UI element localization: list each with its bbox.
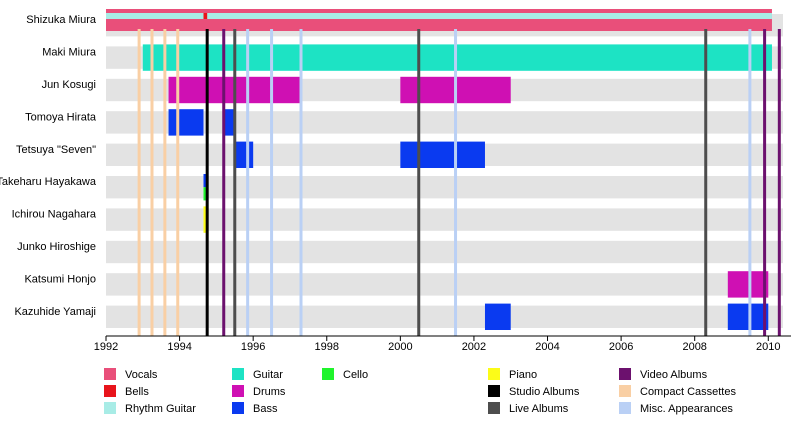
bar-shizuka-miura-rhythm-guitar-1 [106, 13, 772, 19]
legend-label-rhythm-guitar: Rhythm Guitar [125, 403, 196, 415]
legend-swatch-drums [232, 385, 244, 397]
bar-tomoya-hirata-bass-0 [168, 109, 204, 136]
x-tick-label-2002: 2002 [462, 341, 486, 353]
legend-swatch-piano [488, 368, 500, 380]
legend-label-piano: Piano [509, 369, 537, 381]
member-labels: Shizuka Miura Maki Miura Jun Kosugi Tomoya … [0, 14, 97, 318]
legend-label-vocals: Vocals [125, 369, 158, 381]
member-label-shizuka-miura: Shizuka Miura [26, 14, 97, 26]
legend-label-video-albums: Video Albums [640, 369, 708, 381]
legend-swatch-compact-cassettes [619, 385, 631, 397]
x-tick-label-2006: 2006 [609, 341, 633, 353]
row-stripe-junko-hiroshige [106, 240, 783, 264]
member-label-ichirou-nagahara: Ichirou Nagahara [12, 209, 97, 221]
legend-label-studio-albums: Studio Albums [509, 386, 580, 398]
legend-swatch-cello [322, 368, 334, 380]
legend-swatch-misc-appearances [619, 402, 631, 414]
member-label-maki-miura: Maki Miura [42, 47, 97, 59]
legend-swatch-live-albums [488, 402, 500, 414]
legend: Vocals Bells Rhythm Guitar Guitar Drums Bass C… [104, 368, 736, 415]
bar-tomoya-hirata-bass-1 [223, 109, 235, 136]
member-label-jun-kosugi: Jun Kosugi [42, 79, 96, 91]
bar-kazuhide-yamaji-bass-0 [484, 303, 511, 330]
release-markers [137, 29, 781, 336]
legend-label-bass: Bass [253, 403, 278, 415]
legend-label-drums: Drums [253, 386, 286, 398]
bar-kazuhide-yamaji-bass-1 [727, 303, 769, 330]
legend-label-guitar: Guitar [253, 369, 283, 381]
x-tick-label-2004: 2004 [535, 341, 559, 353]
x-axis: 1992 1994 1996 1998 2000 2002 2004 2006 2008 2010 [94, 335, 791, 353]
bar-tetsuya-seven-bass-1 [400, 141, 485, 168]
row-stripe-kazuhide-yamaji [106, 305, 783, 328]
legend-label-compact-cassettes: Compact Cassettes [640, 386, 736, 398]
member-label-tomoya-hirata: Tomoya Hirata [25, 111, 97, 123]
legend-swatch-studio-albums [488, 385, 500, 397]
legend-label-cello: Cello [343, 369, 368, 381]
legend-swatch-vocals [104, 368, 116, 380]
x-tick-label-1994: 1994 [167, 341, 191, 353]
bar-ichirou-nagahara-piano-0 [203, 206, 208, 233]
legend-label-bells: Bells [125, 386, 149, 398]
legend-swatch-rhythm-guitar [104, 402, 116, 414]
row-stripe-katsumi-honjo [106, 273, 783, 296]
legend-swatch-bass [232, 402, 244, 414]
row-backgrounds [106, 14, 783, 328]
x-tick-label-2000: 2000 [388, 341, 412, 353]
x-tick-label-1992: 1992 [94, 341, 118, 353]
x-tick-label-2010: 2010 [756, 341, 780, 353]
legend-swatch-bells [104, 385, 116, 397]
bar-shizuka-miura-bells-2 [203, 13, 208, 19]
bar-katsumi-honjo-drums-0 [727, 271, 769, 298]
x-tick-label-1996: 1996 [241, 341, 265, 353]
bar-maki-miura-guitar-0 [142, 44, 772, 71]
row-stripe-takeharu-hayakawa [106, 176, 783, 199]
legend-label-misc-appearances: Misc. Appearances [640, 403, 733, 415]
legend-label-live-albums: Live Albums [509, 403, 569, 415]
row-stripe-tomoya-hirata [106, 111, 783, 134]
member-label-kazuhide-yamaji: Kazuhide Yamaji [14, 306, 96, 318]
member-label-tetsuya-seven: Tetsuya "Seven" [16, 144, 96, 156]
member-bars [106, 9, 772, 330]
bar-shizuka-miura-vocals-0 [106, 9, 772, 31]
legend-swatch-video-albums [619, 368, 631, 380]
bar-takeharu-hayakawa-bass-0 [203, 174, 208, 188]
member-label-katsumi-honjo: Katsumi Honjo [24, 273, 96, 285]
member-label-junko-hiroshige: Junko Hiroshige [17, 241, 96, 253]
x-tick-label-1998: 1998 [315, 341, 339, 353]
bar-tetsuya-seven-bass-0 [234, 141, 254, 168]
bar-takeharu-hayakawa-cello-1 [203, 187, 208, 201]
legend-swatch-guitar [232, 368, 244, 380]
x-tick-label-2008: 2008 [682, 341, 706, 353]
row-stripe-ichirou-nagahara [106, 208, 783, 231]
member-label-takeharu-hayakawa: Takeharu Hayakawa [0, 176, 97, 188]
